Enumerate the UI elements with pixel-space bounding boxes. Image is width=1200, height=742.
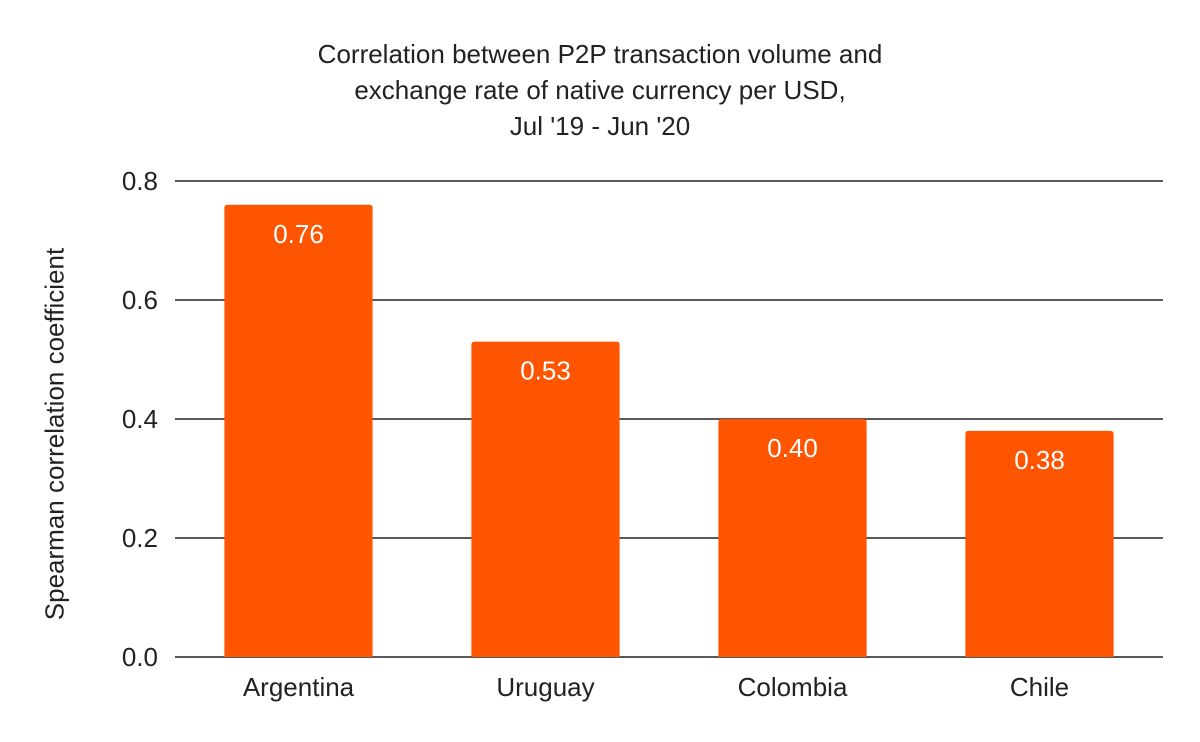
bar-colombia <box>718 419 867 657</box>
y-tick-label: 0.2 <box>122 523 158 553</box>
y-tick-label: 0.4 <box>122 404 158 434</box>
x-tick-label: Chile <box>1010 672 1069 702</box>
y-tick-label: 0.6 <box>122 285 158 315</box>
y-tick-label: 0.0 <box>122 642 158 672</box>
data-label: 0.53 <box>520 356 571 386</box>
data-label: 0.40 <box>767 433 818 463</box>
chart-title-line-2: exchange rate of native currency per USD… <box>354 75 846 105</box>
chart-title-line-3: Jul '19 - Jun '20 <box>509 111 691 141</box>
data-label: 0.38 <box>1014 445 1065 475</box>
data-label: 0.76 <box>273 219 324 249</box>
chart-title: Correlation between P2P transaction volu… <box>250 36 950 144</box>
x-tick-label: Argentina <box>243 672 355 702</box>
y-tick-label: 0.8 <box>122 166 158 196</box>
bar-uruguay <box>471 341 620 657</box>
bar-chile <box>965 430 1114 657</box>
bar-argentina <box>224 204 373 658</box>
chart-title-line-1: Correlation between P2P transaction volu… <box>317 39 883 69</box>
x-tick-label: Colombia <box>738 672 848 702</box>
x-tick-label: Uruguay <box>496 672 594 702</box>
